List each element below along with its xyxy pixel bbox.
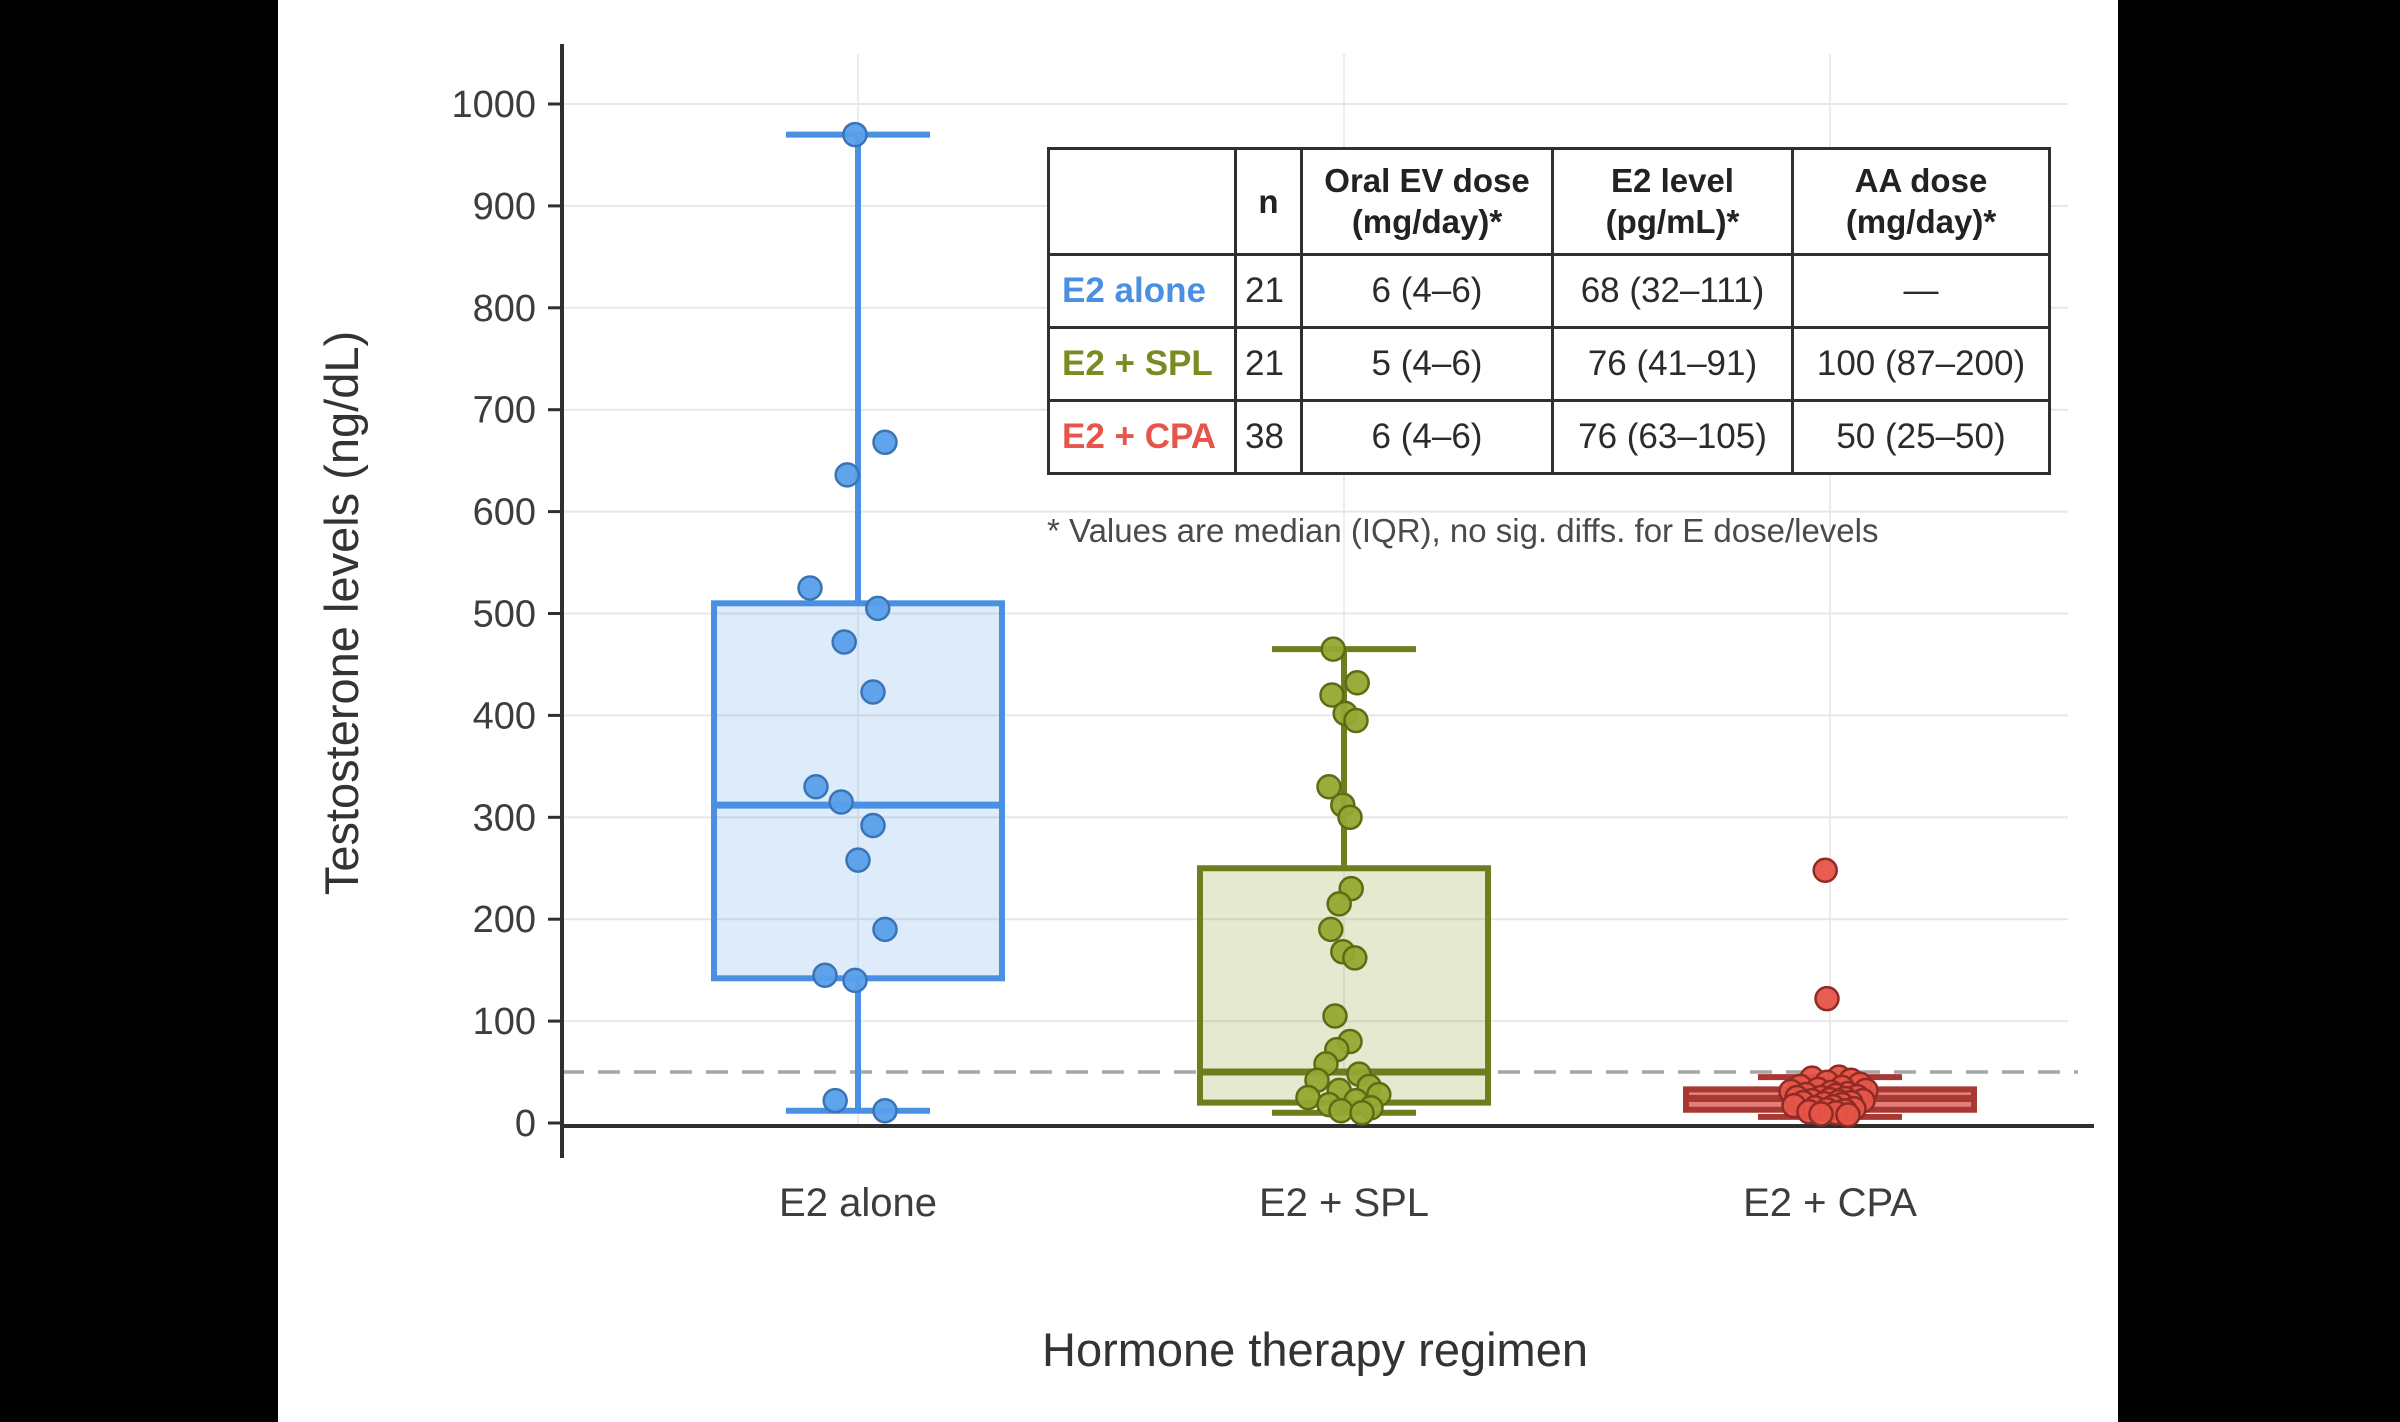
data-point bbox=[1344, 670, 1370, 696]
cell-aa-dose: 100 (87–200) bbox=[1791, 325, 2051, 402]
data-point bbox=[812, 962, 838, 988]
y-tick-label: 600 bbox=[473, 492, 536, 534]
cell-n: 21 bbox=[1234, 252, 1303, 329]
row-label-e2-alone: E2 alone bbox=[1047, 252, 1237, 329]
x-category-label: E2 + CPA bbox=[1743, 1181, 1917, 1225]
data-point bbox=[845, 847, 871, 873]
table-header-e2-level: E2 level (pg/mL)* bbox=[1551, 147, 1794, 256]
data-point bbox=[803, 773, 829, 800]
data-point bbox=[865, 595, 891, 622]
cell-aa-dose: — bbox=[1791, 252, 2051, 329]
table-header-aa-dose: AA dose (mg/day)* bbox=[1791, 147, 2051, 256]
data-point bbox=[822, 1087, 848, 1114]
y-tick-label: 900 bbox=[473, 186, 536, 228]
data-point bbox=[872, 1098, 898, 1124]
data-point bbox=[1320, 636, 1346, 662]
y-tick-label: 200 bbox=[473, 899, 536, 941]
data-point bbox=[1316, 773, 1342, 800]
data-point bbox=[842, 967, 868, 994]
data-point bbox=[860, 679, 886, 705]
data-point bbox=[860, 812, 886, 839]
table-row: E2 + SPL 21 5 (4–6) 76 (41–91) 100 (87–2… bbox=[1047, 325, 2051, 402]
data-point bbox=[1328, 1098, 1354, 1124]
cell-aa-dose: 50 (25–50) bbox=[1791, 398, 2051, 475]
cell-e2-level: 76 (63–105) bbox=[1551, 398, 1794, 475]
data-point bbox=[872, 429, 898, 456]
data-point bbox=[1326, 891, 1352, 917]
x-axis-title: Hormone therapy regimen bbox=[1042, 1323, 1588, 1376]
data-point bbox=[1808, 1101, 1834, 1127]
cell-e2-level: 68 (32–111) bbox=[1551, 252, 1794, 329]
data-point bbox=[1337, 804, 1363, 831]
cell-e2-level: 76 (41–91) bbox=[1551, 325, 1794, 402]
cell-ev-dose: 6 (4–6) bbox=[1300, 398, 1554, 475]
data-point bbox=[1349, 1100, 1375, 1126]
row-label-e2-cpa: E2 + CPA bbox=[1047, 398, 1237, 475]
table-header-empty bbox=[1047, 147, 1237, 256]
y-tick-label: 800 bbox=[473, 288, 536, 330]
data-point bbox=[872, 916, 898, 943]
boxplot-chart: 0 100 200 300 400 500 600 700 800 900 1000 E2 alone… bbox=[451, 44, 2094, 1225]
y-tick-label: 400 bbox=[473, 695, 536, 737]
data-point bbox=[1812, 857, 1838, 884]
data-point bbox=[1319, 682, 1345, 708]
y-axis-title: Testosterone levels (ng/dL) bbox=[315, 330, 368, 896]
data-point bbox=[1835, 1102, 1861, 1128]
y-tick-label: 500 bbox=[473, 594, 536, 636]
y-tick-label: 0 bbox=[515, 1103, 536, 1145]
cell-ev-dose: 5 (4–6) bbox=[1300, 325, 1554, 402]
row-label-e2-spl: E2 + SPL bbox=[1047, 325, 1237, 402]
table-row: E2 + CPA 38 6 (4–6) 76 (63–105) 50 (25–5… bbox=[1047, 398, 2051, 475]
data-point bbox=[1322, 1003, 1348, 1029]
cell-n: 21 bbox=[1234, 325, 1303, 402]
data-point bbox=[834, 462, 860, 488]
table-footnote: * Values are median (IQR), no sig. diffs… bbox=[1047, 512, 1879, 549]
data-point bbox=[828, 789, 854, 815]
plot-canvas: 0 100 200 300 400 500 600 700 800 900 1000 E2 alone… bbox=[278, 0, 2118, 1422]
data-point bbox=[1342, 945, 1368, 971]
iqr-box bbox=[711, 600, 1005, 982]
y-tick-label: 100 bbox=[473, 1001, 536, 1043]
table-header-ev-dose: Oral EV dose (mg/day)* bbox=[1300, 147, 1554, 256]
summary-table: n Oral EV dose (mg/day)* E2 level (pg/mL… bbox=[1047, 147, 2051, 475]
y-tick-label: 700 bbox=[473, 390, 536, 432]
data-point bbox=[1318, 916, 1344, 943]
data-point bbox=[797, 575, 823, 601]
box-plot-e2-cpa bbox=[1683, 857, 1977, 1128]
table-header-row: n Oral EV dose (mg/day)* E2 level (pg/mL… bbox=[1047, 147, 2051, 256]
box-plot-e2-alone bbox=[711, 121, 1005, 1124]
table-header-n: n bbox=[1234, 147, 1303, 256]
y-tick-label: 1000 bbox=[451, 84, 536, 126]
data-point bbox=[831, 629, 857, 655]
data-point bbox=[1343, 707, 1369, 734]
box-plot-e2-spl bbox=[1197, 636, 1491, 1126]
data-point bbox=[1814, 985, 1840, 1012]
y-tick-label: 300 bbox=[473, 797, 536, 839]
cell-ev-dose: 6 (4–6) bbox=[1300, 252, 1554, 329]
data-point bbox=[1295, 1084, 1321, 1111]
x-category-label: E2 alone bbox=[779, 1181, 937, 1225]
x-category-label: E2 + SPL bbox=[1259, 1181, 1429, 1225]
table-row: E2 alone 21 6 (4–6) 68 (32–111) — bbox=[1047, 252, 2051, 329]
cell-n: 38 bbox=[1234, 398, 1303, 475]
data-point bbox=[842, 121, 868, 148]
